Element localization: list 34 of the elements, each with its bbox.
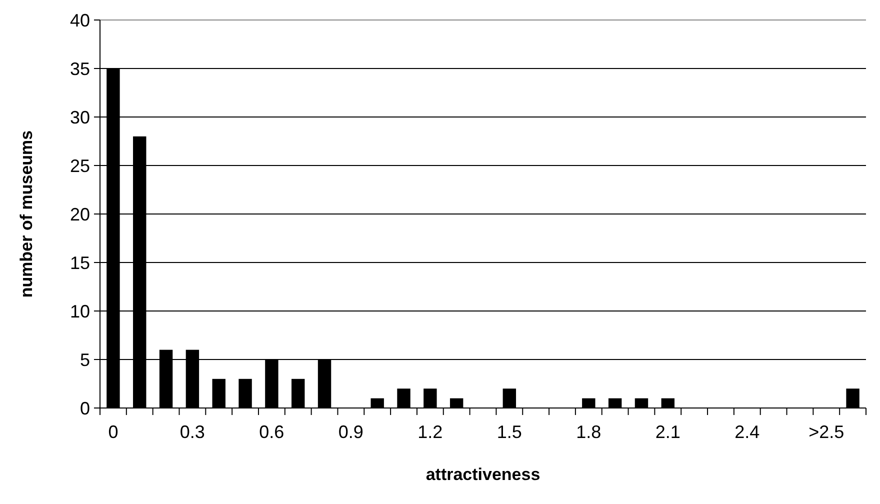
bar [661, 398, 674, 408]
y-tick-label: 5 [80, 350, 90, 370]
bar [292, 378, 305, 408]
x-tick-label: 1.8 [576, 422, 602, 442]
x-tick-label: 0.6 [259, 422, 284, 442]
x-tick-label: 1.5 [496, 422, 522, 442]
bar [582, 398, 596, 408]
bar [502, 388, 516, 408]
bar [450, 398, 464, 408]
x-tick-label: 0 [108, 422, 118, 442]
bar [424, 388, 437, 408]
x-axis-title: attractiveness [426, 465, 540, 484]
y-tick-label: 15 [70, 252, 90, 273]
bar [608, 398, 622, 408]
bar [846, 388, 860, 408]
bar [212, 378, 226, 408]
y-tick-label: 0 [80, 398, 90, 418]
x-tick-label: 0.9 [338, 422, 364, 442]
x-tick-label: 0.3 [180, 422, 205, 442]
x-tick-label: >2.5 [808, 422, 844, 442]
bar [370, 398, 384, 408]
bar [238, 378, 252, 408]
x-tick-label: 1.2 [418, 422, 443, 442]
y-tick-label: 10 [70, 301, 90, 322]
bar [397, 388, 410, 408]
bar [634, 398, 648, 408]
y-tick-label: 40 [70, 10, 90, 30]
y-tick-label: 25 [70, 156, 90, 176]
y-axis-title: number of museums [17, 130, 36, 298]
y-tick-label: 30 [70, 107, 90, 128]
x-tick-label: 2.4 [734, 422, 760, 442]
x-tick-label: 2.1 [655, 422, 680, 442]
y-tick-label: 35 [70, 58, 90, 79]
y-tick-label: 20 [70, 204, 90, 224]
